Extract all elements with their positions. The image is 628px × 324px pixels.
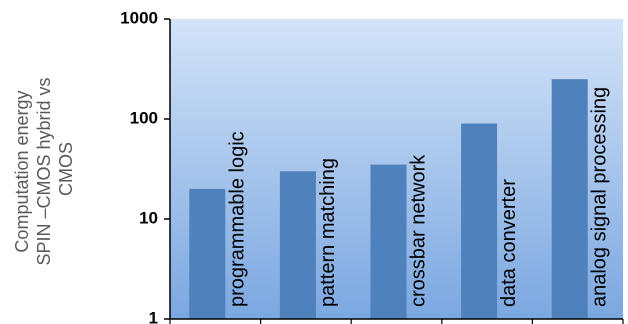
y-ticks-group: 1 10 100 1000 — [120, 8, 170, 324]
bar-category-label: analog signal processing — [589, 87, 611, 307]
y-axis-label-line-2: SPIN –CMOS hybrid vs — [34, 77, 54, 265]
bar-category-label: data converter — [498, 179, 520, 307]
y-tick-label: 1000 — [120, 8, 158, 27]
bar-labels-group: programmable logic pattern matching crossb… — [226, 87, 610, 307]
bar-category-label: programmable logic — [226, 131, 248, 307]
bar-category-label: crossbar network — [408, 154, 430, 307]
y-tick-label: 10 — [139, 208, 158, 227]
bar — [370, 164, 407, 319]
y-tick-label: 100 — [130, 108, 158, 127]
y-tick-label: 1 — [149, 308, 158, 324]
bar — [461, 123, 498, 320]
bar — [551, 79, 588, 320]
bar — [279, 171, 316, 319]
y-axis-label-line-3: CMOS — [56, 142, 76, 196]
y-axis-label: Computation energy SPIN –CMOS hybrid vs … — [12, 72, 76, 265]
bar — [189, 188, 226, 319]
bar-category-label: pattern matching — [317, 158, 339, 307]
bars-group — [189, 79, 588, 320]
y-axis-label-line-1: Computation energy — [12, 90, 32, 252]
x-ticks-group — [169, 319, 624, 324]
